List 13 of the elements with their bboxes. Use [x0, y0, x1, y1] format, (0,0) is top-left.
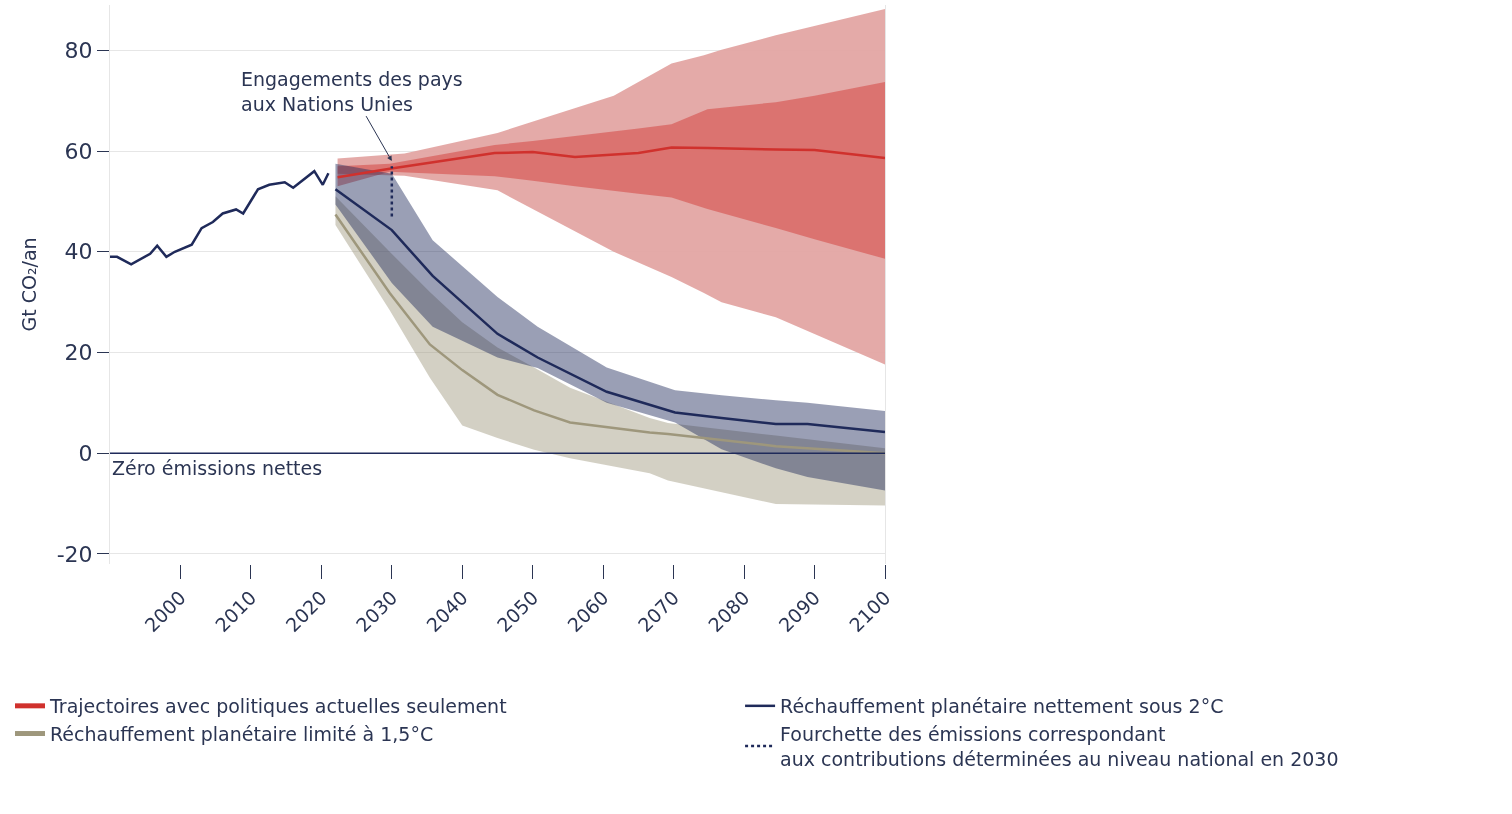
legend-label: Réchauffement planétaire nettement sous 2°C — [780, 695, 1224, 718]
y-tick-label: 60 — [64, 138, 93, 164]
legend-label: Trajectoires avec politiques actuelles seulement — [49, 695, 507, 718]
legend-label: Fourchette des émissions correspondant aux contributions déterminées au niveau national en 2030 — [780, 722, 1339, 770]
annotation: Engagements des pays aux Nations Unies — [241, 68, 463, 115]
legend-label: Réchauffement planétaire limité à 1,5°C — [50, 722, 434, 745]
y-tick-label: -20 — [56, 541, 93, 567]
y-tick-label: 20 — [64, 340, 93, 366]
y-tick-label: 40 — [64, 239, 93, 265]
y-axis-title: Gt CO₂/an — [17, 237, 40, 332]
y-tick-label: 80 — [64, 38, 93, 64]
ref-line-label: Zéro émissions nettes — [112, 457, 323, 479]
y-tick-label: 0 — [78, 440, 93, 466]
